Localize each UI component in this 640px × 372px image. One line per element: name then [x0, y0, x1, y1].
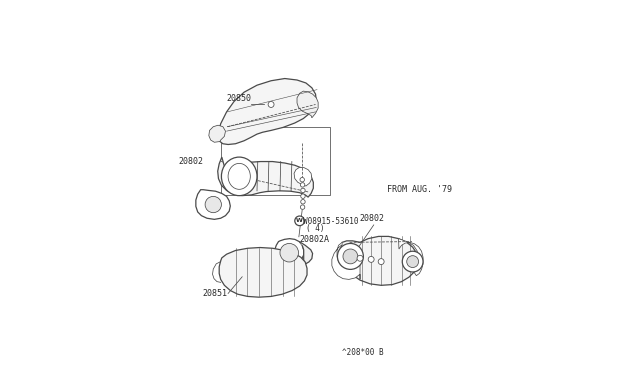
Text: 20802: 20802 — [179, 157, 204, 166]
Circle shape — [280, 243, 298, 262]
Text: ^208*00 B: ^208*00 B — [342, 347, 383, 356]
Circle shape — [295, 216, 305, 226]
Text: 20802A: 20802A — [300, 235, 330, 244]
Circle shape — [205, 196, 221, 213]
Polygon shape — [219, 247, 307, 297]
Text: FROM AUG. '79: FROM AUG. '79 — [387, 185, 452, 194]
Circle shape — [357, 255, 363, 261]
Circle shape — [378, 259, 384, 264]
Polygon shape — [218, 157, 314, 197]
Ellipse shape — [221, 157, 257, 196]
Circle shape — [407, 256, 419, 267]
Circle shape — [268, 102, 274, 108]
Circle shape — [300, 183, 305, 187]
Circle shape — [343, 249, 358, 264]
Polygon shape — [294, 167, 312, 186]
Text: 20851: 20851 — [202, 289, 227, 298]
Polygon shape — [275, 238, 304, 266]
Polygon shape — [196, 190, 230, 219]
Circle shape — [403, 251, 423, 272]
Text: 20850: 20850 — [227, 94, 252, 103]
Polygon shape — [399, 238, 423, 276]
Ellipse shape — [228, 163, 250, 189]
Polygon shape — [209, 125, 225, 142]
Polygon shape — [340, 236, 418, 285]
Polygon shape — [297, 91, 318, 118]
Circle shape — [368, 256, 374, 262]
Circle shape — [301, 194, 305, 198]
Polygon shape — [332, 242, 360, 279]
Text: W08915-53610: W08915-53610 — [303, 217, 359, 226]
Circle shape — [301, 188, 305, 193]
Circle shape — [300, 177, 305, 182]
Circle shape — [301, 199, 305, 204]
Circle shape — [337, 243, 364, 269]
Circle shape — [300, 205, 305, 209]
Text: ( 4): ( 4) — [306, 224, 324, 233]
Bar — [221, 127, 330, 195]
Polygon shape — [300, 241, 312, 265]
Polygon shape — [218, 78, 316, 144]
Text: W: W — [296, 218, 303, 223]
Text: 20802: 20802 — [360, 214, 385, 223]
